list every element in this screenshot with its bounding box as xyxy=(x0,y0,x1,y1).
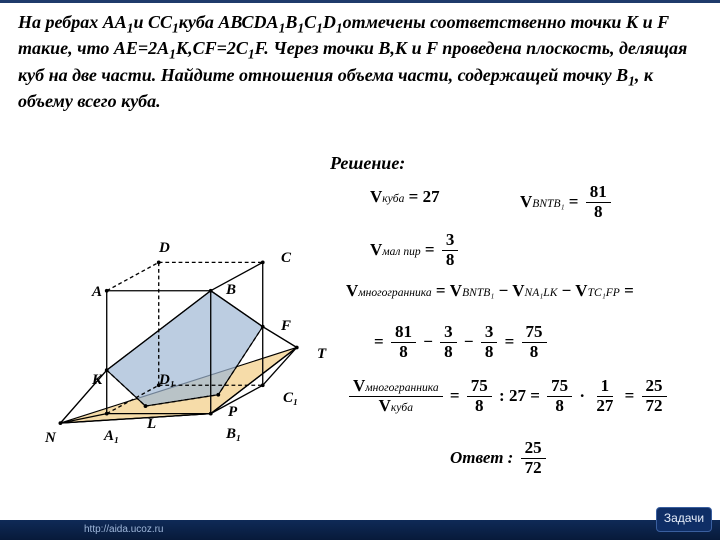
solution-label: Решение: xyxy=(330,153,405,174)
poly-num: 75 xyxy=(522,323,547,343)
answer-den: 72 xyxy=(521,459,546,478)
vertex-label-B: B xyxy=(226,282,236,299)
vertex-label-F: F xyxy=(281,318,291,335)
vertex-label-P: P xyxy=(228,404,237,421)
vsmall-den: 8 xyxy=(442,251,459,270)
vertex-label-K: К xyxy=(92,372,102,389)
vertex-label-N: N xyxy=(45,430,56,447)
poly-den: 8 xyxy=(526,343,543,362)
vertex-label-C1: C₁ xyxy=(283,390,298,407)
vertex-label-D: D xyxy=(159,240,170,257)
vertex-label-C: C xyxy=(281,250,291,267)
tasks-button[interactable]: Задачи xyxy=(656,507,712,532)
vbntb1-den: 8 xyxy=(590,203,607,222)
v-cube: 27 xyxy=(423,187,440,206)
footer-url: http://aida.ucoz.ru xyxy=(84,524,164,535)
vbntb1-num: 81 xyxy=(586,183,611,203)
vertex-label-A: A xyxy=(92,284,102,301)
vertex-label-B1: B₁ xyxy=(226,426,241,443)
vertex-label-L: L xyxy=(147,416,156,433)
vertex-label-D1: D₁ xyxy=(159,372,175,389)
vertex-label-A1: A₁ xyxy=(104,428,119,445)
cube-diagram: ABCDA₁B₁C₁D₁КFNTPL xyxy=(50,218,310,478)
answer-num: 25 xyxy=(521,439,546,459)
vertex-label-T: T xyxy=(317,346,326,363)
footer-bar: http://aida.ucoz.ru xyxy=(0,520,720,540)
problem-text: На ребрах АА1и СС1куба АВСDA1B1C1D1отмеч… xyxy=(0,3,720,115)
vsmall-num: 3 xyxy=(442,231,459,251)
